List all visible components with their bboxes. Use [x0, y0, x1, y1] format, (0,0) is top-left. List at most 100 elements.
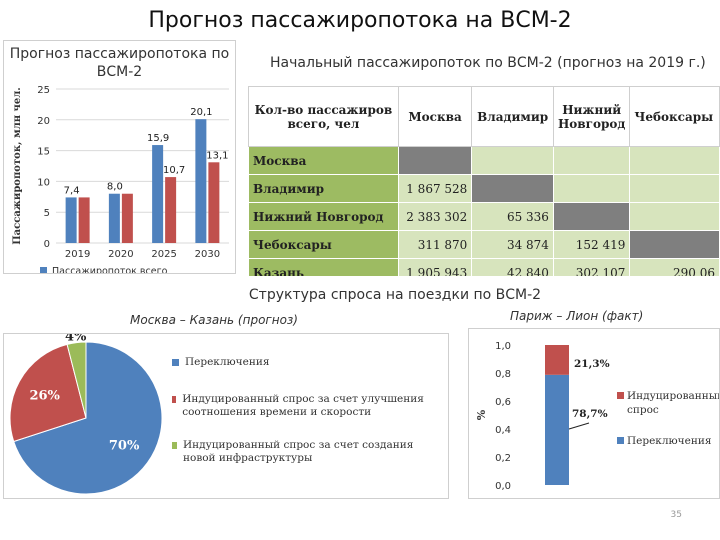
y-tick-label: 20	[37, 116, 50, 127]
table-cell: 1 867 528	[397, 174, 473, 203]
table-cell-diagonal	[397, 146, 473, 175]
y-tick-label: 25	[37, 85, 50, 96]
pie-legend-item: Индуцированный спрос за счет создания но…	[172, 439, 442, 465]
table-cell: 65 336	[471, 202, 554, 231]
legend-swatch	[172, 359, 179, 366]
y-tick-label: 1,0	[495, 341, 511, 352]
bar	[195, 119, 207, 243]
table-corner-header: Кол-во пассажиров всего, чел	[248, 86, 399, 147]
legend-swatch	[40, 267, 47, 273]
table-row: Казань 1 905 943 42 840 302 107 290 06	[248, 258, 720, 276]
row-label: Чебоксары	[248, 230, 399, 259]
table-cell	[471, 146, 554, 175]
pie-chart-panel: 70% 26% 4% Переключения Индуцированный спр…	[3, 333, 449, 499]
x-tick-label: 2025	[151, 249, 176, 260]
legend-label-line: спрос	[627, 404, 659, 416]
table-cell	[552, 146, 631, 175]
legend-label-line: Индуцированный	[627, 390, 719, 402]
pie-slice	[66, 341, 87, 419]
table-cell: 290 06	[629, 258, 720, 276]
y-tick-label: 5	[44, 208, 50, 219]
pie-chart-title: Москва – Казань (прогноз)	[130, 313, 298, 327]
bar-chart-title: Прогноз пассажиропотока по ВСМ-2	[4, 45, 235, 81]
data-label: 78,7%	[572, 408, 608, 420]
slide-title: Прогноз пассажиропотока на ВСМ-2	[148, 8, 572, 33]
data-label: 10,7	[163, 165, 185, 176]
column-header: Нижний Новгород	[552, 86, 631, 147]
table-row: Чебоксары 311 870 34 874 152 419	[248, 230, 720, 259]
bar	[165, 177, 177, 243]
table-header-row: Кол-во пассажиров всего, чел Москва Влад…	[248, 86, 720, 147]
bar-chart-title-line1: Прогноз пассажиропотока по	[9, 46, 230, 62]
x-tick-label: 2019	[65, 249, 90, 260]
slice-label: 70%	[109, 439, 140, 454]
y-tick-label: 0	[44, 239, 50, 250]
legend-label: Пассажиропоток всего	[52, 266, 168, 273]
stacked-bar-segment	[545, 345, 569, 375]
bar	[208, 162, 220, 243]
table-cell: 302 107	[552, 258, 631, 276]
data-label: 13,1	[206, 150, 228, 161]
table-cell: 42 840	[471, 258, 554, 276]
column-header: Чебоксары	[629, 86, 720, 147]
data-label: 20,1	[190, 107, 212, 118]
y-tick-label: 0,0	[495, 481, 511, 492]
y-axis-label: Пассажиропоток, млн чел.	[12, 87, 23, 245]
table-cell: 1 905 943	[397, 258, 473, 276]
table-title: Начальный пассажиропоток по ВСМ-2 (прогн…	[270, 55, 706, 71]
pie-chart: 70% 26% 4%	[9, 334, 163, 495]
bar	[152, 145, 164, 243]
table-cell: 152 419	[552, 230, 631, 259]
bar	[108, 193, 120, 243]
table-cell-diagonal	[629, 230, 720, 259]
pie-legend: Переключения Индуцированный спрос за сче…	[172, 356, 442, 465]
row-label: Владимир	[248, 174, 399, 203]
slice-label: 26%	[29, 388, 60, 403]
bar	[121, 193, 133, 243]
table-cell	[552, 174, 631, 203]
legend-label: Индуцированный спрос за счет улучшения с…	[182, 393, 424, 418]
y-tick-label: 0,2	[495, 453, 511, 464]
table-cell-diagonal	[552, 202, 631, 231]
legend-label: Индуцированный спрос за счет создания но…	[183, 439, 414, 464]
column-header: Владимир	[471, 86, 554, 147]
table-cell	[629, 146, 720, 175]
legend-swatch	[617, 437, 624, 444]
bar-chart-title-line2: ВСМ-2	[96, 64, 143, 80]
table-cell	[629, 174, 720, 203]
table-cell: 34 874	[471, 230, 554, 259]
table-cell-diagonal	[471, 174, 554, 203]
stacked-chart-panel: 0,0 0,2 0,4 0,6 0,8 1,0% 21,3% 78,7% Индуцирован…	[468, 328, 720, 499]
legend-swatch	[617, 392, 624, 399]
bar-chart-panel: Прогноз пассажиропотока по ВСМ-2 0 5 10 15 2…	[3, 40, 236, 274]
legend-label: Переключения	[627, 435, 712, 447]
slice-label: 4%	[65, 334, 87, 345]
y-axis-label: %	[475, 409, 488, 420]
passenger-table: Кол-во пассажиров всего, чел Москва Влад…	[248, 86, 720, 276]
pie-slice	[13, 341, 163, 495]
data-label: 8,0	[107, 182, 123, 193]
y-tick-label: 0,6	[495, 397, 511, 408]
pie-legend-item: Переключения	[172, 356, 442, 369]
pie-legend-item: Индуцированный спрос за счет улучшения с…	[172, 393, 442, 419]
stacked-bar-chart: 0,0 0,2 0,4 0,6 0,8 1,0% 21,3% 78,7% Индуцирован…	[475, 341, 719, 492]
bar	[65, 197, 77, 243]
row-label: Нижний Новгород	[248, 202, 399, 231]
y-tick-label: 15	[37, 147, 50, 158]
x-tick-label: 2030	[195, 249, 220, 260]
legend-swatch	[172, 396, 177, 403]
column-header: Москва	[397, 86, 473, 147]
pie-slice	[9, 343, 87, 443]
row-label: Москва	[248, 146, 399, 175]
stacked-bar-segment	[545, 374, 569, 485]
table-cell	[629, 202, 720, 231]
bar	[78, 197, 90, 243]
demand-section-title: Структура спроса на поездки по ВСМ-2	[248, 287, 542, 303]
y-tick-label: 0,4	[495, 425, 511, 436]
x-tick-label: 2020	[108, 249, 133, 260]
data-label: 15,9	[147, 133, 169, 144]
table-row: Москва	[248, 146, 720, 175]
y-tick-label: 0,8	[495, 369, 511, 380]
passenger-table-wrapper: Кол-во пассажиров всего, чел Москва Влад…	[248, 86, 720, 276]
